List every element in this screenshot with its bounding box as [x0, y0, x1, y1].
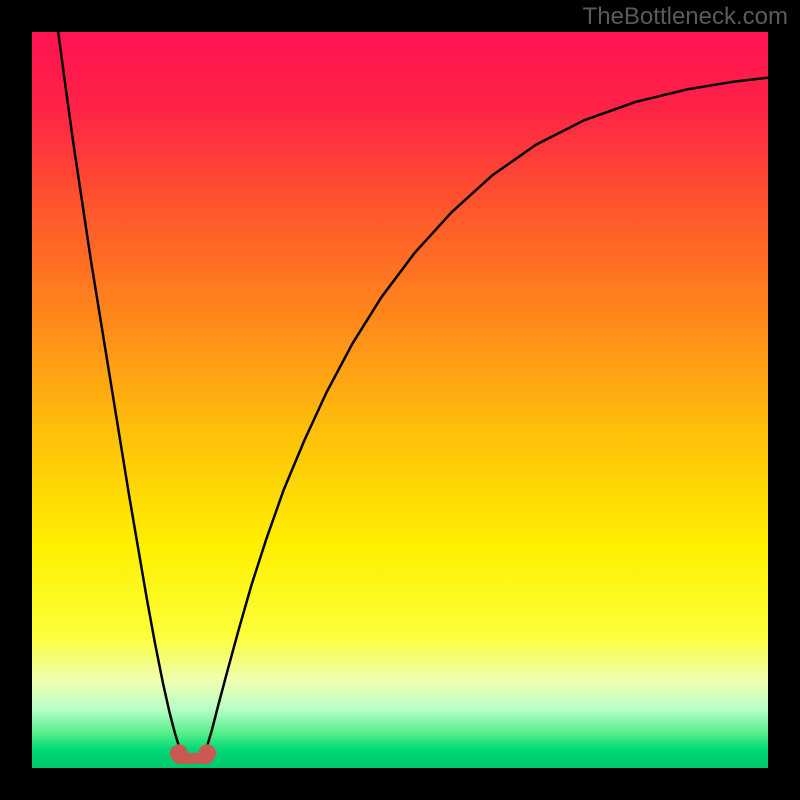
- chart-container: TheBottleneck.com: [0, 0, 800, 800]
- gradient-background: [32, 32, 768, 768]
- chart-svg: [32, 32, 768, 768]
- marker-point: [198, 744, 216, 762]
- watermark-text: TheBottleneck.com: [583, 3, 788, 31]
- plot-area: [32, 32, 768, 768]
- marker-point: [170, 744, 188, 762]
